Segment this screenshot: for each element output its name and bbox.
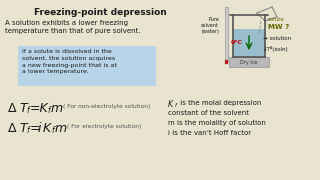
Text: is the molal depression: is the molal depression bbox=[178, 100, 261, 106]
Text: Δ: Δ bbox=[8, 122, 17, 135]
Text: If a solute is dissolved in the
solvent, the solution acquires
a new freezing-po: If a solute is dissolved in the solvent,… bbox=[22, 49, 117, 74]
Text: m: m bbox=[55, 122, 67, 135]
Text: =: = bbox=[30, 122, 41, 135]
Text: i: i bbox=[38, 122, 42, 135]
Text: ( For electrolyte solution): ( For electrolyte solution) bbox=[67, 124, 141, 129]
Text: T: T bbox=[19, 102, 27, 115]
Text: f: f bbox=[47, 106, 50, 115]
Text: ↓Tᴬ(soln): ↓Tᴬ(soln) bbox=[263, 46, 289, 52]
Text: constant of the solvent: constant of the solvent bbox=[168, 110, 249, 116]
Bar bbox=[18, 46, 156, 86]
Text: f: f bbox=[26, 106, 28, 115]
Text: T: T bbox=[19, 122, 27, 135]
Text: A solution exhibits a lower freezing
temperature than that of pure solvent.: A solution exhibits a lower freezing tem… bbox=[5, 20, 140, 35]
Text: i is the van’t Hoff factor: i is the van’t Hoff factor bbox=[168, 130, 251, 136]
Text: m is the molality of solution: m is the molality of solution bbox=[168, 120, 266, 126]
Text: Δ: Δ bbox=[8, 102, 17, 115]
Text: f: f bbox=[174, 103, 176, 108]
Text: → solution: → solution bbox=[263, 36, 291, 41]
Text: ( For non-electrolyte solution): ( For non-electrolyte solution) bbox=[63, 104, 150, 109]
Text: solute: solute bbox=[268, 17, 285, 22]
Text: MW ?: MW ? bbox=[268, 24, 289, 30]
Text: =K: =K bbox=[30, 102, 49, 115]
Text: Freezing-point depression: Freezing-point depression bbox=[34, 8, 166, 17]
Text: 0°C: 0°C bbox=[231, 40, 243, 45]
Text: Pure
solvent
(water): Pure solvent (water) bbox=[201, 17, 219, 34]
Text: K: K bbox=[43, 122, 51, 135]
Text: m: m bbox=[51, 102, 63, 115]
Text: f: f bbox=[51, 126, 54, 135]
Text: Dry Ice: Dry Ice bbox=[240, 60, 258, 65]
Bar bbox=[229, 57, 269, 67]
Bar bbox=[225, 60, 228, 64]
Text: K: K bbox=[168, 100, 173, 109]
Bar bbox=[233, 29, 265, 57]
Bar bbox=[225, 7, 228, 62]
Text: f: f bbox=[26, 126, 28, 135]
